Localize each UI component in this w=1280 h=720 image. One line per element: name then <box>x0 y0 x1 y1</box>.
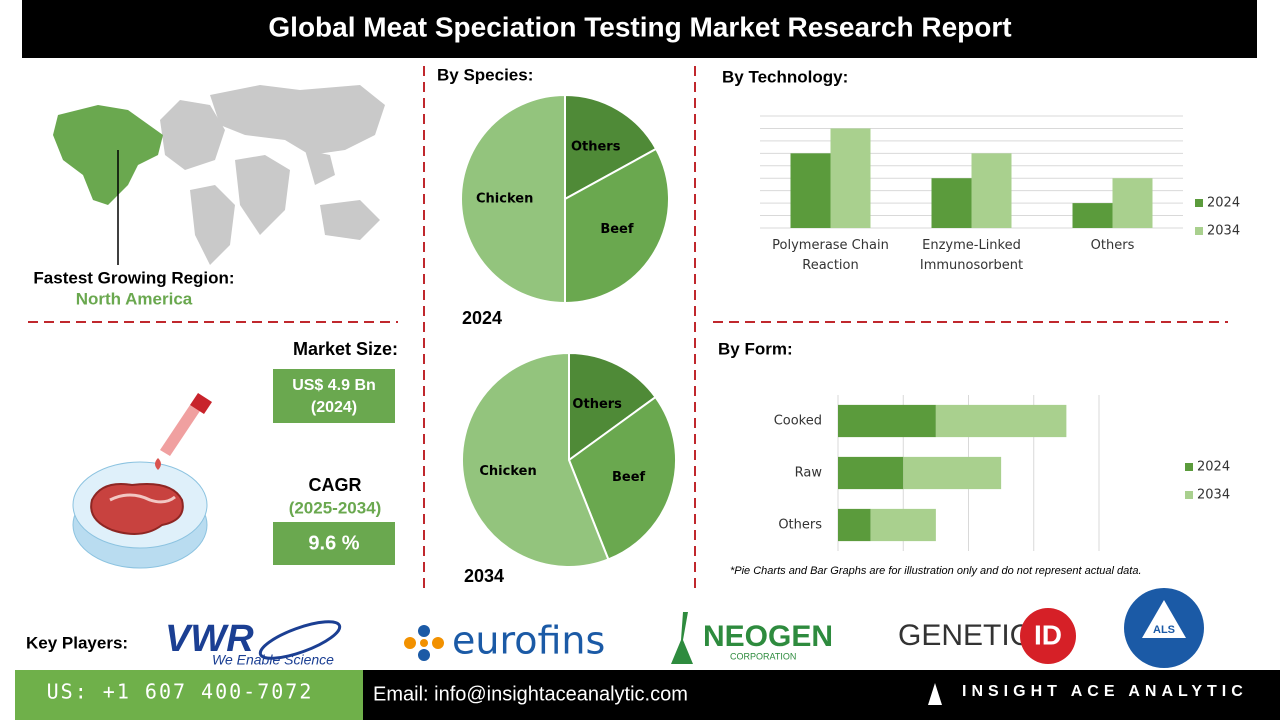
slice-label: Chicken <box>479 464 536 479</box>
petri-dish <box>72 393 212 569</box>
legend-swatch <box>1195 227 1203 235</box>
bar-segment <box>903 456 1002 490</box>
section-heading: By Form: <box>718 339 793 358</box>
legend-label: 2034 <box>1197 488 1230 503</box>
market-size-box <box>273 369 395 423</box>
genetic-id-circle <box>1020 608 1076 664</box>
pie-year: 2034 <box>464 566 504 586</box>
footer-email: Email: info@insightaceanalytic.com <box>373 683 688 705</box>
cagr-label: CAGR <box>309 475 362 495</box>
title: Global Meat Speciation Testing Market Re… <box>268 11 1011 42</box>
bar-segment <box>870 508 936 542</box>
footer-phone: US: +1 607 400-7072 <box>47 680 314 704</box>
neogen-sub: CORPORATION <box>730 651 796 661</box>
x-tick-label: Polymerase Chain Reaction <box>772 238 889 273</box>
x-tick-label-box: Polymerase Chain Reaction <box>772 238 889 273</box>
market-size-label: Market Size: <box>293 339 398 359</box>
neogen-logo: NEOGEN <box>703 620 833 653</box>
section-heading: By Species: <box>437 65 533 84</box>
footer-bar <box>363 670 1280 720</box>
world-map <box>160 85 385 265</box>
market-size-year: (2024) <box>311 399 357 416</box>
region-value: North America <box>76 289 193 308</box>
pie-year: 2024 <box>462 308 502 328</box>
footer-phone-box <box>15 670 363 720</box>
pie-slice <box>461 351 610 568</box>
slice-label: Others <box>572 397 622 412</box>
region-label: Fastest Growing Region: <box>33 268 234 287</box>
slice-label: Beef <box>612 470 646 485</box>
legend-swatch <box>1185 463 1193 471</box>
pie-slice <box>564 93 658 201</box>
note: *Pie Charts and Bar Graphs are for illus… <box>730 565 1142 577</box>
bar <box>790 153 831 228</box>
bar-segment <box>838 456 904 490</box>
pie-slice <box>460 93 566 305</box>
bar-segment <box>838 404 936 438</box>
slice-label: Chicken <box>476 192 533 207</box>
section-heading: By Technology: <box>722 67 848 86</box>
cagr-period: (2025-2034) <box>289 498 382 517</box>
y-tick-label: Cooked <box>774 414 822 429</box>
bar <box>931 178 972 228</box>
pie-slice <box>568 351 657 462</box>
vwr-swoosh <box>258 620 342 660</box>
vwr-tagline: We Enable Science <box>212 652 334 668</box>
legend-label: 2034 <box>1207 224 1240 239</box>
x-tick-label-box: Enzyme-Linked Immunosorbent <box>919 238 1024 273</box>
bar <box>971 153 1012 228</box>
genetic-id-mark: ID <box>1034 619 1062 650</box>
bar <box>1112 178 1153 228</box>
y-tick-label: Others <box>778 518 822 533</box>
x-tick-label: Others <box>1090 238 1135 253</box>
pie-slice <box>564 147 670 305</box>
key-players-label: Key Players: <box>26 633 128 652</box>
slice-label: Others <box>571 140 621 155</box>
genetic-logo: GENETIC <box>898 619 1031 652</box>
market-size-value: US$ 4.9 Bn <box>292 377 376 394</box>
bar-segment <box>838 508 871 542</box>
x-tick-label-box: Others <box>1090 238 1135 253</box>
footer-brand: INSIGHT ACE ANALYTIC <box>962 683 1248 700</box>
legend-swatch <box>1185 491 1193 499</box>
als-logo: ALS <box>1153 624 1175 636</box>
bar-segment <box>935 404 1067 438</box>
header-bar <box>22 0 1257 58</box>
north-america <box>53 105 163 205</box>
vwr-logo: VWR <box>165 618 254 660</box>
bar <box>1072 203 1113 228</box>
legend-label: 2024 <box>1197 460 1230 475</box>
eurofins-logo: eurofins <box>452 619 605 663</box>
cagr-box <box>273 522 395 565</box>
neogen-icon <box>671 612 693 664</box>
bar <box>830 128 871 228</box>
y-tick-label: Raw <box>795 466 823 481</box>
legend-swatch <box>1195 199 1203 207</box>
x-tick-label: Enzyme-Linked Immunosorbent <box>919 238 1024 273</box>
slice-label: Beef <box>600 222 634 237</box>
cagr-value: 9.6 % <box>308 532 359 554</box>
als-triangle <box>1142 600 1186 638</box>
pie-slice <box>567 395 677 561</box>
legend-label: 2024 <box>1207 196 1240 211</box>
brand-icon <box>928 683 942 705</box>
eurofins-icon <box>404 625 444 661</box>
